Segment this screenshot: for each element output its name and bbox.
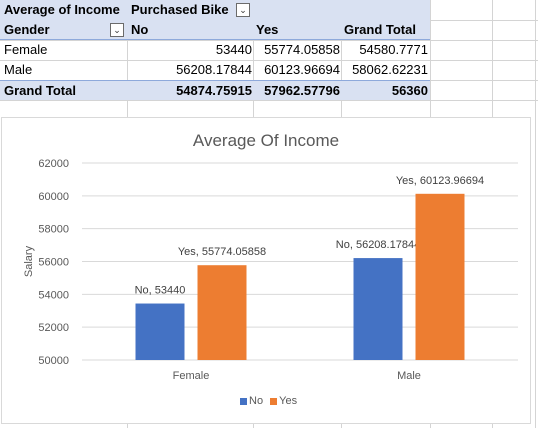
- grand-total-row: Grand Total 54874.75915 57962.57796 5636…: [0, 80, 430, 100]
- chart-legend[interactable]: No Yes: [240, 395, 297, 407]
- y-tick-label: 58000: [38, 224, 69, 236]
- bar-no-male: [353, 258, 403, 360]
- x-tick-label: Male: [397, 370, 421, 382]
- y-axis-label: Salary: [23, 245, 35, 277]
- row-label[interactable]: Female: [4, 42, 48, 57]
- y-tick-label: 60000: [38, 191, 69, 203]
- bar-yes-female: [197, 265, 247, 360]
- chevron-down-icon: ⌄: [239, 5, 247, 15]
- pivot-table: Average of Income Purchased Bike ⌄ Gende…: [0, 0, 430, 101]
- legend-swatch-no: [240, 397, 247, 405]
- y-tick-label: 54000: [38, 289, 69, 301]
- data-label: Yes, 55774.05858: [178, 246, 266, 258]
- y-tick-label: 50000: [38, 355, 69, 367]
- bar-no-female: [135, 303, 185, 360]
- value-cell[interactable]: 58062.62231: [352, 62, 428, 77]
- value-cell[interactable]: 54580.7771: [359, 42, 428, 57]
- legend-swatch-yes: [270, 397, 278, 405]
- x-tick-label: Female: [173, 370, 210, 382]
- grand-total-label[interactable]: Grand Total: [4, 83, 76, 98]
- row-label[interactable]: Male: [4, 62, 33, 77]
- y-tick-label: 62000: [38, 158, 69, 170]
- value-cell[interactable]: 60123.96694: [264, 62, 340, 77]
- y-tick-label: 52000: [38, 322, 69, 334]
- value-cell[interactable]: 56208.17844: [176, 62, 252, 77]
- row-filter-dropdown[interactable]: ⌄: [110, 23, 124, 37]
- legend-label-yes: Yes: [279, 395, 298, 408]
- grand-total-value[interactable]: 57962.57796: [264, 83, 340, 98]
- chart-title: Average Of Income: [193, 131, 339, 150]
- income-chart[interactable]: Average Of Income 50000 52000 54000 56000 580…: [1, 117, 531, 424]
- chevron-down-icon: ⌄: [113, 25, 121, 35]
- data-label: No, 53440: [135, 285, 186, 297]
- col-header-no[interactable]: No: [131, 22, 149, 37]
- grand-total-value[interactable]: 56360: [391, 83, 428, 98]
- table-row: Male 56208.17844 60123.96694 58062.62231: [0, 60, 430, 80]
- y-tick-label: 56000: [38, 257, 69, 269]
- pivot-corner-label[interactable]: Average of Income: [4, 2, 120, 17]
- col-header-yes[interactable]: Yes: [256, 22, 279, 37]
- row-field-label[interactable]: Gender: [4, 22, 50, 37]
- column-field-label[interactable]: Purchased Bike: [131, 2, 229, 17]
- value-cell[interactable]: 53440: [215, 42, 252, 57]
- data-label: No, 56208.17844: [336, 239, 420, 251]
- legend-label-no: No: [249, 395, 264, 408]
- col-header-grand-total[interactable]: Grand Total: [344, 22, 416, 37]
- column-filter-dropdown[interactable]: ⌄: [236, 3, 250, 17]
- bar-yes-male: [415, 193, 465, 360]
- grand-total-value[interactable]: 54874.75915: [176, 83, 252, 98]
- table-row: Female 53440 55774.05858 54580.7771: [0, 40, 430, 60]
- value-cell[interactable]: 55774.05858: [264, 42, 340, 57]
- data-label: Yes, 60123.96694: [396, 175, 484, 187]
- chart-plot: Average Of Income 50000 52000 54000 56000 580…: [23, 131, 518, 382]
